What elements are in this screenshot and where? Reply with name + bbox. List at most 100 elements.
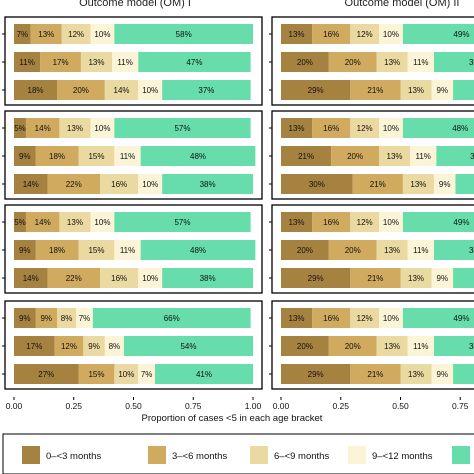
bar-segment bbox=[14, 364, 79, 384]
segment-label: 21% bbox=[367, 370, 383, 379]
segment-label: 13% bbox=[289, 218, 305, 227]
segment-label: 20% bbox=[73, 86, 89, 95]
bar-segment bbox=[100, 174, 139, 194]
segment-label: 10% bbox=[118, 370, 134, 379]
bar-segment bbox=[402, 212, 474, 232]
bar-segment bbox=[57, 80, 105, 100]
bar-segment bbox=[90, 212, 115, 232]
bar-segment bbox=[453, 80, 474, 100]
bar-segment bbox=[331, 146, 379, 166]
segment-label: 12% bbox=[68, 30, 84, 39]
segment-label: 38% bbox=[200, 180, 216, 189]
segment-label: 13% bbox=[408, 370, 424, 379]
segment-label: 11% bbox=[120, 246, 135, 255]
legend-label: 6–<9 months bbox=[274, 451, 329, 462]
bar-segment bbox=[54, 336, 84, 356]
segment-label: 18% bbox=[49, 152, 65, 161]
segment-label: 7% bbox=[17, 30, 29, 39]
bar-segment bbox=[328, 52, 377, 72]
bar-segment bbox=[57, 308, 77, 328]
segment-label: 9% bbox=[19, 314, 31, 323]
segment-label: 48% bbox=[190, 246, 206, 255]
bar-segment bbox=[114, 240, 141, 260]
segment-label: 16% bbox=[323, 218, 339, 227]
bar-segment bbox=[14, 268, 48, 288]
segment-label: 49% bbox=[453, 314, 469, 323]
segment-label: 17% bbox=[53, 58, 69, 67]
segment-label: 8% bbox=[61, 314, 73, 323]
bar-segment bbox=[35, 240, 79, 260]
bar-segment bbox=[155, 364, 253, 384]
bar-segment bbox=[400, 268, 432, 288]
bar-segment bbox=[402, 118, 474, 138]
bar-segment bbox=[162, 80, 251, 100]
segment-label: 8% bbox=[109, 342, 121, 351]
segment-label: 11% bbox=[415, 152, 430, 161]
segment-label: 30% bbox=[309, 180, 325, 189]
segment-label: 15% bbox=[88, 246, 104, 255]
segment-label: 18% bbox=[49, 246, 65, 255]
bar-segment bbox=[402, 24, 474, 44]
bar-segment bbox=[433, 336, 474, 356]
bar-segment bbox=[433, 52, 474, 72]
segment-label: 13% bbox=[88, 58, 104, 67]
bar-segment bbox=[281, 364, 351, 384]
panel-title-om-ii: Outcome model (OM) II bbox=[345, 0, 460, 9]
bar-segment bbox=[312, 24, 351, 44]
bar-segment bbox=[281, 212, 313, 232]
x-tick-label: 0.25 bbox=[65, 401, 82, 411]
segment-label: 13% bbox=[410, 180, 426, 189]
x-tick-label: 0.25 bbox=[332, 401, 349, 411]
segment-label: 11% bbox=[117, 58, 132, 67]
segment-label: 20% bbox=[345, 58, 361, 67]
segment-label: 13% bbox=[289, 314, 305, 323]
segment-label: 37% bbox=[198, 86, 214, 95]
segment-label: 29% bbox=[308, 86, 324, 95]
segment-label: 41% bbox=[196, 370, 212, 379]
legend-swatch bbox=[250, 446, 268, 464]
x-tick-label: 0.00 bbox=[273, 401, 290, 411]
segment-label: 13% bbox=[289, 124, 305, 133]
bar-segment bbox=[111, 52, 139, 72]
panels: 7% 13% 12% 10% 58% 11% 17% 13% 11% 47% 18% 20% 14% 10… bbox=[2, 16, 474, 390]
panel-1: 7% 13% 12% 10% 58% 11% 17% 13% 11% 47% 18% 20% 14% 10… bbox=[2, 16, 263, 106]
segment-label: 22% bbox=[66, 180, 82, 189]
segment-label: 27% bbox=[38, 370, 54, 379]
segment-label: 13% bbox=[384, 342, 400, 351]
bar-segment bbox=[90, 118, 115, 138]
bar-segment bbox=[138, 364, 156, 384]
segment-label: 14% bbox=[23, 274, 39, 283]
segment-label: 5% bbox=[14, 218, 26, 227]
bar-segment bbox=[30, 24, 62, 44]
segment-label: 29% bbox=[308, 274, 324, 283]
panel-8: 13% 16% 12% 10% 49% 20% 20% 13% 11% 36% 29% 21% 13% 9… bbox=[269, 300, 474, 390]
segment-label: 12% bbox=[357, 30, 373, 39]
bar-segment bbox=[104, 336, 124, 356]
x-axis-title: Proportion of cases <5 in each age brack… bbox=[142, 413, 323, 424]
segment-label: 7% bbox=[79, 314, 91, 323]
segment-label: 35% bbox=[470, 152, 474, 161]
bar-segment bbox=[92, 308, 251, 328]
segment-label: 16% bbox=[111, 274, 127, 283]
segment-label: 20% bbox=[297, 58, 313, 67]
bar-segment bbox=[114, 146, 141, 166]
legend-item: 0–<3 months bbox=[22, 446, 101, 464]
x-tick-label: 0.00 bbox=[6, 401, 23, 411]
bar-segment bbox=[14, 146, 36, 166]
bar-segment bbox=[78, 240, 115, 260]
bar-segment bbox=[104, 80, 139, 100]
segment-label: 16% bbox=[323, 124, 339, 133]
segment-label: 20% bbox=[297, 342, 313, 351]
bar-segment bbox=[378, 146, 411, 166]
bar-segment bbox=[59, 118, 91, 138]
bar-segment bbox=[281, 174, 353, 194]
bar-segment bbox=[14, 118, 26, 138]
bar-segment bbox=[281, 80, 351, 100]
segment-label: 13% bbox=[67, 124, 83, 133]
bar-segment bbox=[281, 308, 313, 328]
bar-segment bbox=[14, 240, 36, 260]
segment-label: 54% bbox=[180, 342, 196, 351]
bar-segment bbox=[453, 364, 474, 384]
bar-segment bbox=[376, 336, 408, 356]
bar-segment bbox=[14, 24, 31, 44]
